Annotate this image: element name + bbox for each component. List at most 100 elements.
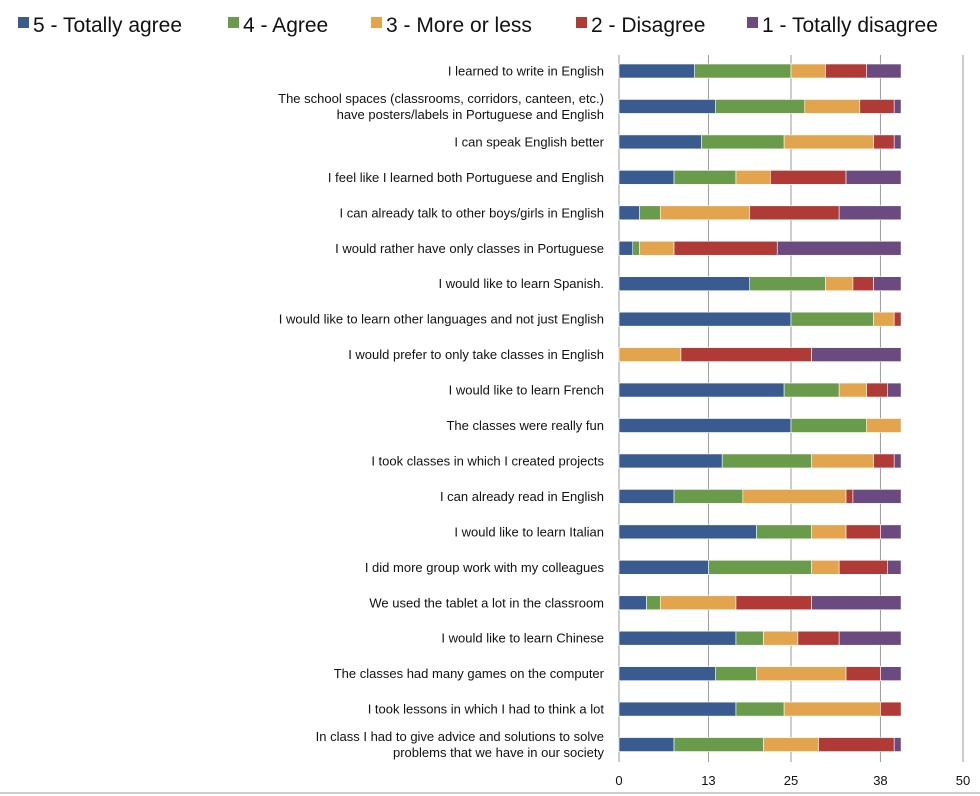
category-label: I would like to learn Italian bbox=[454, 524, 604, 539]
x-tick-label: 0 bbox=[615, 773, 622, 788]
bar-segment bbox=[893, 311, 902, 327]
bar-segment bbox=[873, 276, 902, 292]
bar-segment bbox=[838, 559, 888, 575]
legend-label: 2 - Disagree bbox=[591, 14, 705, 37]
bar-segment bbox=[618, 382, 785, 398]
bar-segment bbox=[659, 205, 751, 221]
bar-segment bbox=[618, 134, 702, 150]
bar-segment bbox=[742, 489, 847, 504]
legend-swatch bbox=[576, 17, 587, 28]
bar-segment bbox=[845, 666, 881, 681]
bar-segment bbox=[756, 666, 847, 681]
bar-segment bbox=[618, 701, 737, 717]
category-label: I took classes in which I created projec… bbox=[371, 453, 604, 468]
bar-segment bbox=[859, 99, 895, 114]
bar-segment bbox=[783, 701, 881, 717]
bar-segment bbox=[880, 524, 902, 540]
bar-segment bbox=[618, 595, 647, 611]
bar-segment bbox=[811, 595, 902, 611]
bar-segment bbox=[763, 737, 819, 752]
category-label: I took lessons in which I had to think a… bbox=[368, 702, 605, 717]
category-label: I would like to learn French bbox=[449, 383, 604, 398]
legend-item: 2 - Disagree bbox=[576, 14, 705, 37]
category-label: The classes were really fun bbox=[446, 418, 604, 433]
bar-segment bbox=[659, 595, 737, 611]
bar-segment bbox=[632, 240, 640, 256]
bars bbox=[618, 63, 902, 752]
category-label: I can already talk to other boys/girls i… bbox=[340, 205, 604, 220]
category-label: The school spaces (classrooms, corridors… bbox=[278, 91, 604, 122]
bar-segment bbox=[825, 63, 867, 79]
bar-segment bbox=[783, 382, 840, 398]
bar-segment bbox=[852, 489, 902, 504]
bar-segment bbox=[618, 205, 640, 221]
legend-item: 4 - Agree bbox=[228, 14, 328, 37]
bar-segment bbox=[873, 134, 895, 150]
bar-segment bbox=[893, 453, 902, 469]
legend-swatch bbox=[228, 17, 239, 28]
bar-segment bbox=[880, 666, 902, 681]
bar-segment bbox=[845, 524, 881, 540]
category-label: I would like to learn Chinese bbox=[441, 631, 604, 646]
category-label: I would like to learn Spanish. bbox=[439, 276, 604, 291]
bar-segment bbox=[618, 666, 716, 681]
bar-segment bbox=[618, 524, 757, 540]
bar-segment bbox=[783, 134, 874, 150]
category-label: I learned to write in English bbox=[448, 64, 604, 79]
bar-segment bbox=[618, 170, 675, 185]
bar-segment bbox=[893, 99, 902, 114]
category-label: We used the tablet a lot in the classroo… bbox=[369, 595, 604, 610]
bar-segment bbox=[866, 63, 902, 79]
bar-segment bbox=[797, 630, 840, 646]
bar-segment bbox=[618, 559, 709, 575]
bar-segment bbox=[866, 418, 902, 433]
bar-segment bbox=[749, 276, 826, 292]
x-tick-label: 50 bbox=[956, 773, 970, 788]
bar-segment bbox=[893, 134, 902, 150]
bar-segment bbox=[804, 99, 861, 114]
bar-segment bbox=[618, 240, 634, 256]
legend-item: 1 - Totally disagree bbox=[747, 14, 938, 37]
legend-swatch bbox=[18, 17, 29, 28]
bar-segment bbox=[887, 559, 902, 575]
bar-segment bbox=[673, 737, 764, 752]
legend-swatch bbox=[747, 17, 758, 28]
bar-segment bbox=[873, 453, 895, 469]
bar-segment bbox=[838, 205, 902, 221]
bar-segment bbox=[715, 99, 806, 114]
category-label: I can speak English better bbox=[454, 134, 604, 149]
bar-segment bbox=[618, 347, 682, 362]
bar-segment bbox=[708, 559, 812, 575]
bar-segment bbox=[811, 559, 840, 575]
bar-segment bbox=[756, 524, 812, 540]
bar-segment bbox=[873, 311, 895, 327]
x-tick-label: 13 bbox=[701, 773, 715, 788]
category-label: The classes had many games on the comput… bbox=[334, 666, 605, 681]
bar-segment bbox=[735, 701, 785, 717]
bar-segment bbox=[721, 453, 812, 469]
x-tick-label: 25 bbox=[784, 773, 798, 788]
bar-segment bbox=[618, 311, 792, 327]
legend: 5 - Totally agree 4 - Agree 3 - More or le… bbox=[18, 14, 938, 37]
bar-segment bbox=[852, 276, 874, 292]
gridlines bbox=[618, 55, 964, 762]
bar-segment bbox=[673, 240, 778, 256]
category-labels: I learned to write in English The school … bbox=[278, 64, 605, 761]
legend-item: 3 - More or less bbox=[371, 14, 532, 37]
legend-label: 5 - Totally agree bbox=[33, 14, 182, 37]
bar-segment bbox=[811, 524, 847, 540]
legend-label: 3 - More or less bbox=[386, 14, 532, 37]
bar-segment bbox=[887, 382, 902, 398]
category-label: I would rather have only classes in Port… bbox=[335, 241, 604, 256]
legend-label: 1 - Totally disagree bbox=[762, 14, 938, 37]
bar-segment bbox=[838, 382, 867, 398]
bar-segment bbox=[618, 276, 751, 292]
legend-item: 5 - Totally agree bbox=[18, 14, 182, 37]
bar-segment bbox=[893, 737, 902, 752]
bar-segment bbox=[618, 489, 675, 504]
bar-segment bbox=[880, 701, 902, 717]
bar-segment bbox=[845, 489, 854, 504]
bar-segment bbox=[811, 453, 874, 469]
x-tick-label: 38 bbox=[873, 773, 887, 788]
bar-segment bbox=[639, 205, 661, 221]
